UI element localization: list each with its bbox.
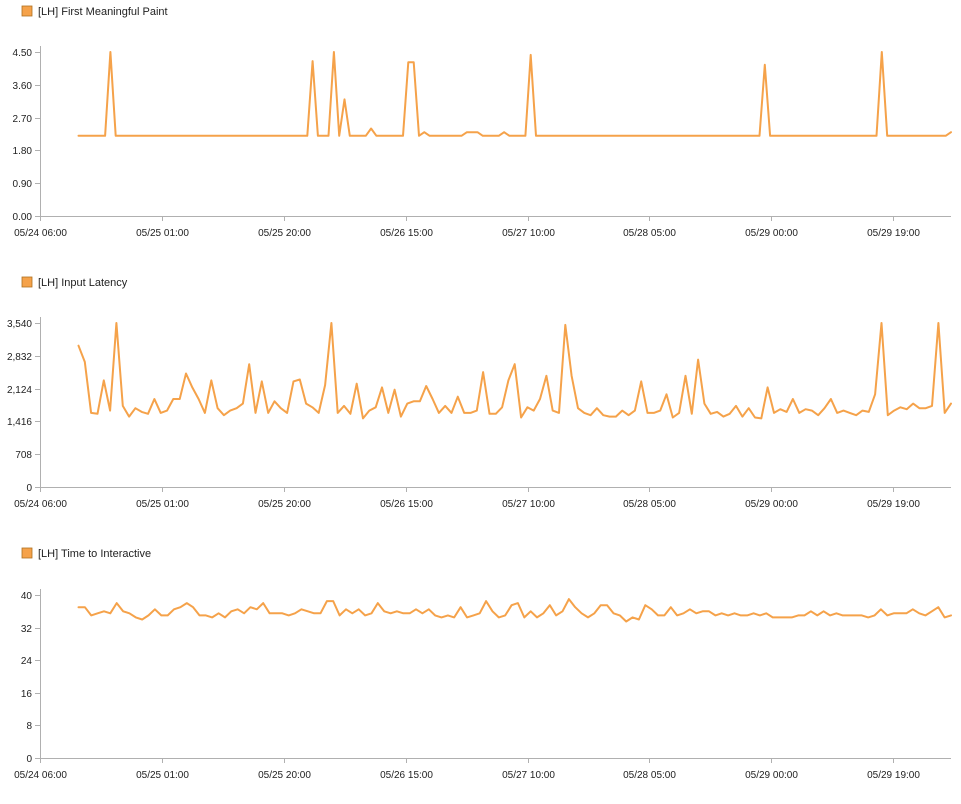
legend-swatch <box>21 5 33 17</box>
x-tick-label: 05/28 05:00 <box>623 228 676 239</box>
x-tick-label: 05/27 10:00 <box>502 228 555 239</box>
y-tick-label: 3.60 <box>13 81 33 92</box>
x-tick-label: 05/25 20:00 <box>258 499 311 510</box>
x-tick-label: 05/29 00:00 <box>745 228 798 239</box>
x-tick-label: 05/25 01:00 <box>136 770 189 781</box>
y-tick-label: 32 <box>21 624 33 635</box>
x-tick-label: 05/29 00:00 <box>745 499 798 510</box>
y-tick-label: 2,832 <box>7 352 32 363</box>
y-tick-label: 8 <box>26 721 32 732</box>
x-tick-label: 05/27 10:00 <box>502 499 555 510</box>
y-tick-label: 2.70 <box>13 114 33 125</box>
y-tick-label: 1.80 <box>13 146 33 157</box>
x-tick-label: 05/27 10:00 <box>502 770 555 781</box>
legend: [LH] Time to Interactive <box>21 547 151 560</box>
y-tick-label: 0.90 <box>13 179 33 190</box>
legend-label: [LH] Time to Interactive <box>38 548 151 560</box>
y-tick-label: 0 <box>26 754 32 765</box>
legend-swatch <box>21 547 33 559</box>
y-tick-label: 40 <box>21 591 33 602</box>
x-tick-label: 05/25 01:00 <box>136 499 189 510</box>
chart-input-latency: [LH] Input Latency 0 708 1,416 2,124 2,832 3,5… <box>7 276 952 510</box>
x-tick-label: 05/25 20:00 <box>258 228 311 239</box>
series-line-lh-first-meaningful-paint <box>77 51 952 137</box>
y-tick-label: 708 <box>15 450 32 461</box>
x-tick-label: 05/25 20:00 <box>258 770 311 781</box>
y-tick-label: 3,540 <box>7 319 32 330</box>
x-tick-label: 05/29 19:00 <box>867 228 920 239</box>
y-tick-label: 0 <box>26 483 32 494</box>
x-tick-label: 05/29 00:00 <box>745 770 798 781</box>
legend-swatch <box>21 276 33 288</box>
y-tick-label: 16 <box>21 689 33 700</box>
x-tick-label: 05/25 01:00 <box>136 228 189 239</box>
x-tick-label: 05/24 06:00 <box>14 228 67 239</box>
series-line-lh-input-latency <box>77 322 952 420</box>
x-tick-label: 05/28 05:00 <box>623 499 676 510</box>
x-tick-label: 05/24 06:00 <box>14 499 67 510</box>
x-tick-label: 05/26 15:00 <box>380 228 433 239</box>
x-tick-label: 05/24 06:00 <box>14 770 67 781</box>
legend-label: [LH] Input Latency <box>38 277 128 289</box>
y-tick-label: 2,124 <box>7 385 32 396</box>
y-tick-label: 1,416 <box>7 417 32 428</box>
y-tick-label: 24 <box>21 656 33 667</box>
x-tick-label: 05/29 19:00 <box>867 770 920 781</box>
x-tick-label: 05/26 15:00 <box>380 499 433 510</box>
y-tick-label: 4.50 <box>13 48 33 59</box>
series-line-lh-time-to-interactive <box>77 598 952 623</box>
x-tick-label: 05/28 05:00 <box>623 770 676 781</box>
legend-label: [LH] First Meaningful Paint <box>38 6 168 18</box>
chart-first-meaningful-paint: [LH] First Meaningful Paint 0.00 0.90 1.80 2… <box>13 5 952 239</box>
x-tick-label: 05/26 15:00 <box>380 770 433 781</box>
x-tick-label: 05/29 19:00 <box>867 499 920 510</box>
legend: [LH] Input Latency <box>21 276 128 289</box>
y-tick-label: 0.00 <box>13 212 33 223</box>
chart-time-to-interactive: [LH] Time to Interactive 0 8 16 24 32 40 05/24 … <box>14 547 952 781</box>
legend: [LH] First Meaningful Paint <box>21 5 168 18</box>
